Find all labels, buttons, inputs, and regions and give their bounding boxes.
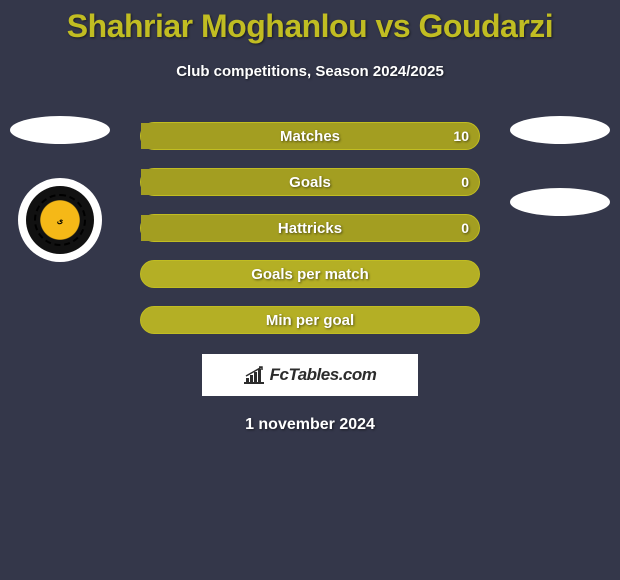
stat-label: Goals per match — [251, 266, 369, 283]
stat-label: Min per goal — [266, 312, 354, 329]
player-right-column — [510, 116, 610, 216]
brand-text: FcTables.com — [270, 365, 377, 385]
page-title: Shahriar Moghanlou vs Goudarzi — [0, 0, 620, 45]
player-left-column: ی — [10, 116, 110, 262]
stat-row: Goals per match — [140, 260, 480, 288]
stat-value-right: 0 — [461, 174, 469, 190]
stat-row: Min per goal — [140, 306, 480, 334]
comparison-content: ی Matches 10 Goals 0 Hattricks 0 Goals per mat… — [0, 122, 620, 434]
stat-row: Goals 0 — [140, 168, 480, 196]
chart-icon — [244, 366, 266, 384]
stat-rows: Matches 10 Goals 0 Hattricks 0 Goals per match… — [140, 122, 480, 334]
stat-label: Goals — [289, 174, 331, 191]
stat-value-right: 0 — [461, 220, 469, 236]
subtitle: Club competitions, Season 2024/2025 — [0, 63, 620, 80]
stat-label: Hattricks — [278, 220, 342, 237]
stat-row: Matches 10 — [140, 122, 480, 150]
stat-row: Hattricks 0 — [140, 214, 480, 242]
player-left-avatar — [10, 116, 110, 144]
player-right-team-badge — [510, 188, 610, 216]
stat-value-right: 10 — [453, 128, 469, 144]
brand-box[interactable]: FcTables.com — [202, 354, 418, 396]
player-left-team-badge: ی — [18, 178, 102, 262]
stat-label: Matches — [280, 128, 340, 145]
team-badge-symbol: ی — [57, 216, 63, 225]
player-right-avatar — [510, 116, 610, 144]
date: 1 november 2024 — [0, 416, 620, 434]
